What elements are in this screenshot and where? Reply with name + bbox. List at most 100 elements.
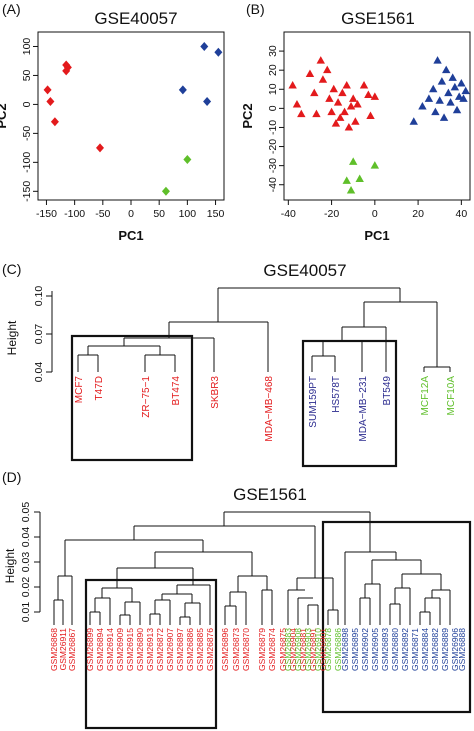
leaf-label: MDA−MB−231 (358, 376, 369, 442)
data-point (338, 88, 347, 97)
chart-d-ytick: 0.03 (20, 552, 32, 573)
chart-d-cluster-box-left (84, 578, 218, 730)
leaf-label: GSM26879 (257, 628, 267, 671)
chart-b-ytick: -40 (267, 177, 279, 192)
leaf-label: SUM159PT (308, 376, 319, 428)
data-point (461, 86, 470, 95)
data-point (429, 84, 438, 93)
chart-b-ytick: 10 (267, 83, 279, 95)
data-point (353, 100, 362, 108)
leaf-label: MCF7 (74, 376, 85, 404)
leaf-label: GSM26908 (293, 628, 303, 671)
data-point (349, 94, 358, 102)
leaf-label: GSM26894 (95, 628, 105, 671)
data-point (288, 80, 297, 89)
chart-b-xlabel: PC1 (364, 228, 389, 243)
data-point (439, 113, 449, 121)
data-point (297, 109, 306, 118)
data-point (50, 117, 59, 127)
data-point (444, 88, 453, 97)
chart-a-xtick: 0 (128, 208, 134, 220)
data-point (46, 97, 55, 107)
data-point (454, 92, 464, 100)
data-point (349, 157, 358, 165)
leaf-label: GSM26870 (241, 628, 251, 671)
leaf-label: GSM26892 (400, 628, 410, 671)
chart-b-ytick: 20 (267, 64, 279, 76)
panel-label-c: (C) (2, 261, 21, 277)
leaf-label: GSM26896 (220, 628, 230, 671)
chart-b-xtick: 40 (456, 208, 468, 220)
leaf-label: GSM26886 (333, 628, 343, 671)
data-point (214, 47, 223, 57)
leaf-label: GSM26911 (58, 628, 68, 671)
leaf-label: GSM26878 (323, 628, 333, 671)
leaf-label: GSM26876 (205, 628, 215, 671)
data-point (457, 79, 466, 87)
chart-d-cluster-box-right (321, 520, 472, 714)
data-point (329, 84, 338, 93)
leaf-label: GSM26913 (145, 628, 155, 671)
leaf-label: GSM26891 (308, 628, 318, 671)
leaf-label: GSM26915 (125, 628, 135, 671)
data-point (359, 80, 369, 89)
data-point (43, 85, 52, 95)
chart-c-ytick: 0.10 (33, 286, 45, 307)
leaf-label: GSM26867 (67, 628, 77, 671)
data-point (355, 174, 364, 182)
data-point (325, 94, 334, 102)
chart-d-title: GSE1561 (233, 485, 307, 504)
data-point (340, 107, 349, 116)
leaf-label: GSM26903 (303, 628, 313, 671)
leaf-label: GSM26914 (105, 628, 115, 671)
data-point (442, 65, 451, 74)
chart-b-frame (283, 31, 471, 201)
chart-a-frame (37, 31, 225, 201)
panel-label-b: (B) (246, 1, 265, 17)
chart-d-ytick: 0.02 (20, 577, 32, 598)
data-point (452, 105, 462, 114)
chart-d-ylabel: Height (3, 548, 17, 583)
leaf-label: GSM26904 (288, 628, 298, 671)
chart-c-ytick: 0.07 (33, 324, 45, 345)
data-point (366, 111, 375, 119)
chart-b-ytick: -30 (267, 158, 279, 173)
leaf-label: GSM26899 (85, 628, 95, 671)
data-point (318, 75, 328, 83)
leaf-label: GSM26909 (115, 628, 125, 671)
data-point (200, 41, 209, 51)
leaf-label: GSM26895 (350, 628, 360, 671)
data-point (305, 69, 315, 77)
chart-a-ytick: 50 (21, 69, 33, 81)
chart-c-cluster-box-right (301, 339, 398, 468)
chart-a-xtick: 100 (179, 208, 197, 220)
data-point (346, 185, 356, 194)
data-point (424, 94, 434, 102)
leaf-label: GSM26888 (457, 628, 467, 671)
chart-a-xtick: -100 (64, 208, 85, 220)
data-point (63, 62, 72, 72)
data-point (433, 56, 442, 64)
chart-a-xlabel: PC1 (118, 228, 143, 243)
chart-b-ytick: -20 (267, 139, 279, 154)
chart-c-dendrogram (77, 287, 451, 372)
chart-a-xtick: -150 (36, 208, 57, 220)
leaf-label: GSM26906 (450, 628, 460, 671)
data-point (183, 154, 192, 164)
data-point (446, 98, 455, 106)
data-point (370, 161, 380, 169)
leaf-label: GSM26874 (267, 628, 277, 671)
leaf-label: GSM26897 (175, 628, 185, 671)
leaf-label: SKBR3 (210, 376, 221, 409)
data-point (292, 100, 302, 108)
chart-b-ytick: 30 (267, 45, 279, 57)
leaf-label: GSM26907 (165, 628, 175, 671)
leaf-label: GSM26883 (283, 628, 293, 671)
chart-d-dendrogram (53, 511, 451, 625)
data-point (370, 92, 380, 100)
data-point (409, 117, 418, 125)
data-point (459, 94, 468, 102)
leaf-label: BT549 (382, 376, 393, 406)
data-point (333, 98, 343, 106)
chart-c-ytick: 0.04 (33, 362, 45, 383)
